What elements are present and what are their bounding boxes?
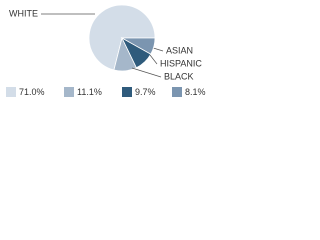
legend-label: 8.1% [185,87,206,97]
legend-swatch [172,87,182,97]
leader-line [131,67,162,78]
legend-swatch [6,87,16,97]
slice-label: BLACK [164,71,194,81]
legend-label: 71.0% [19,87,45,97]
chart: WHITE BLACK ASIAN HISPANIC 71.0% 11.1% 9.7% 8.1… [6,4,206,97]
legend-swatch [122,87,132,97]
legend-label: 11.1% [77,87,102,97]
slice-label: HISPANIC [160,58,202,68]
pie-slice [120,37,156,55]
slice-label: WHITE [9,8,38,18]
legend-label: 9.7% [135,87,156,97]
leader-line [149,54,158,65]
slice-label: ASIAN [166,45,193,55]
legend-swatch [64,87,74,97]
